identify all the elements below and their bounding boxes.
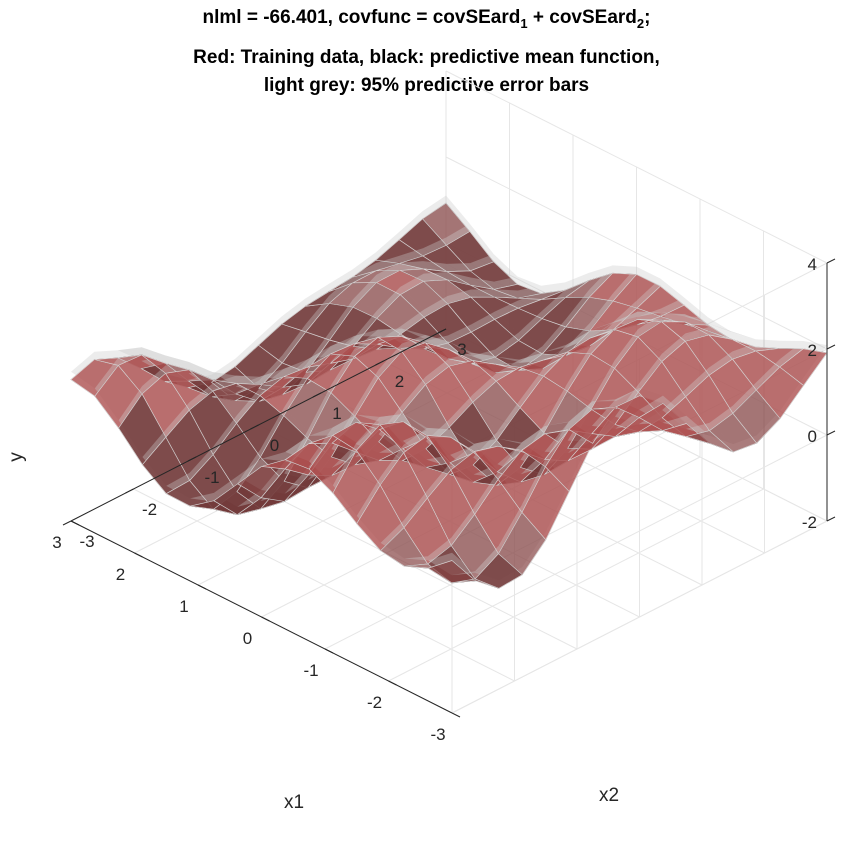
error-bar-patch xyxy=(94,347,142,358)
error-bar-patch xyxy=(305,275,353,299)
chart-title-line-1: nlml = -66.401, covfunc = covSEard1 + co… xyxy=(202,7,651,31)
x2-tick-label: -2 xyxy=(142,500,157,519)
x1-tick xyxy=(324,648,334,654)
error-bar-patch xyxy=(448,341,496,357)
error-bar-patch xyxy=(283,346,331,371)
x2-tick-label: 1 xyxy=(332,404,341,423)
error-bar-patch xyxy=(494,289,542,301)
error-bar-patch xyxy=(472,352,520,374)
error-bar-patch xyxy=(495,352,544,363)
x2-tick-label: 3 xyxy=(457,340,466,359)
error-bar-patch xyxy=(404,556,452,576)
error-bar-patch xyxy=(117,347,166,361)
axes-layer: -3 -2 -1 0 1 2 3 -3 -2 -1 0 1 2 3 -2 0 2 4 xyxy=(52,255,836,744)
z-tick-label: 4 xyxy=(808,255,817,274)
wall-grid-line xyxy=(451,520,828,714)
surface-layer xyxy=(70,195,828,589)
error-bar-patch xyxy=(354,328,402,337)
z-tick-label: 2 xyxy=(808,341,817,360)
x1-tick xyxy=(134,552,143,558)
x1-tick-label: 0 xyxy=(243,629,252,648)
x2-tick-label: 0 xyxy=(270,436,279,455)
error-bar-patch xyxy=(637,308,685,317)
z-tick xyxy=(826,430,836,436)
x2-tick-label: 2 xyxy=(395,372,404,391)
x1-tick-label: 3 xyxy=(52,533,61,552)
error-bar-patch xyxy=(541,272,589,292)
error-bar-patch xyxy=(165,355,213,374)
x1-tick-label: -1 xyxy=(303,661,318,680)
z-axis-label: y xyxy=(6,452,27,462)
x2-tick xyxy=(437,328,447,334)
x1-tick xyxy=(451,712,461,718)
error-bar-patch xyxy=(212,372,260,387)
x1-tick-label: -2 xyxy=(367,693,382,712)
error-bar-patch xyxy=(494,276,542,291)
x1-axis-label: x1 xyxy=(284,792,304,813)
error-bar-patch xyxy=(565,265,613,290)
z-tick xyxy=(826,258,836,264)
x2-tick-label: -3 xyxy=(79,532,94,551)
error-bar-patch xyxy=(308,414,356,436)
x2-tick xyxy=(125,488,134,494)
error-bar-patch xyxy=(236,368,284,388)
x2-tick xyxy=(250,424,259,430)
x1-tick-label: 1 xyxy=(179,597,188,616)
x2-tick-label: -1 xyxy=(204,468,219,487)
error-bar-patch xyxy=(352,262,400,276)
training-data-patch xyxy=(779,348,828,386)
wall-grid-line xyxy=(451,434,828,628)
error-bar-patch xyxy=(261,435,309,462)
wall-grid-line xyxy=(445,70,828,264)
x2-axis-label: x2 xyxy=(599,785,619,806)
x2-tick xyxy=(62,520,72,526)
error-bar-patch xyxy=(141,347,189,366)
error-bar-patch xyxy=(732,331,780,344)
error-bar-patch xyxy=(613,311,662,323)
error-bar-patch xyxy=(451,571,499,581)
x1-tick xyxy=(388,680,397,686)
error-bar-patch xyxy=(447,271,495,290)
chart-title-line-3: light grey: 95% predictive error bars xyxy=(263,75,590,96)
x1-tick xyxy=(197,584,207,590)
z-tick xyxy=(826,344,836,350)
wall-grid-line xyxy=(445,156,828,350)
z-tick-label: 0 xyxy=(808,427,817,446)
error-bar-patch xyxy=(356,413,404,422)
error-bar-patch xyxy=(401,328,449,342)
z-tick xyxy=(826,516,836,522)
x2-tick xyxy=(312,392,322,398)
floor-grid-line xyxy=(133,488,515,682)
z-tick-label: -2 xyxy=(802,513,817,532)
error-bar-patch xyxy=(517,282,566,292)
error-bar-patch xyxy=(684,316,732,333)
error-bar-patch xyxy=(401,338,449,352)
error-bar-patch xyxy=(661,312,709,324)
chart-title-line-2: Red: Training data, black: predictive me… xyxy=(193,47,660,68)
x1-tick-label: -3 xyxy=(430,725,445,744)
x2-tick xyxy=(375,360,384,366)
x1-tick xyxy=(261,616,270,622)
x1-tick-label: 2 xyxy=(116,565,125,584)
x1-tick xyxy=(70,520,80,526)
x2-tick xyxy=(187,456,197,462)
